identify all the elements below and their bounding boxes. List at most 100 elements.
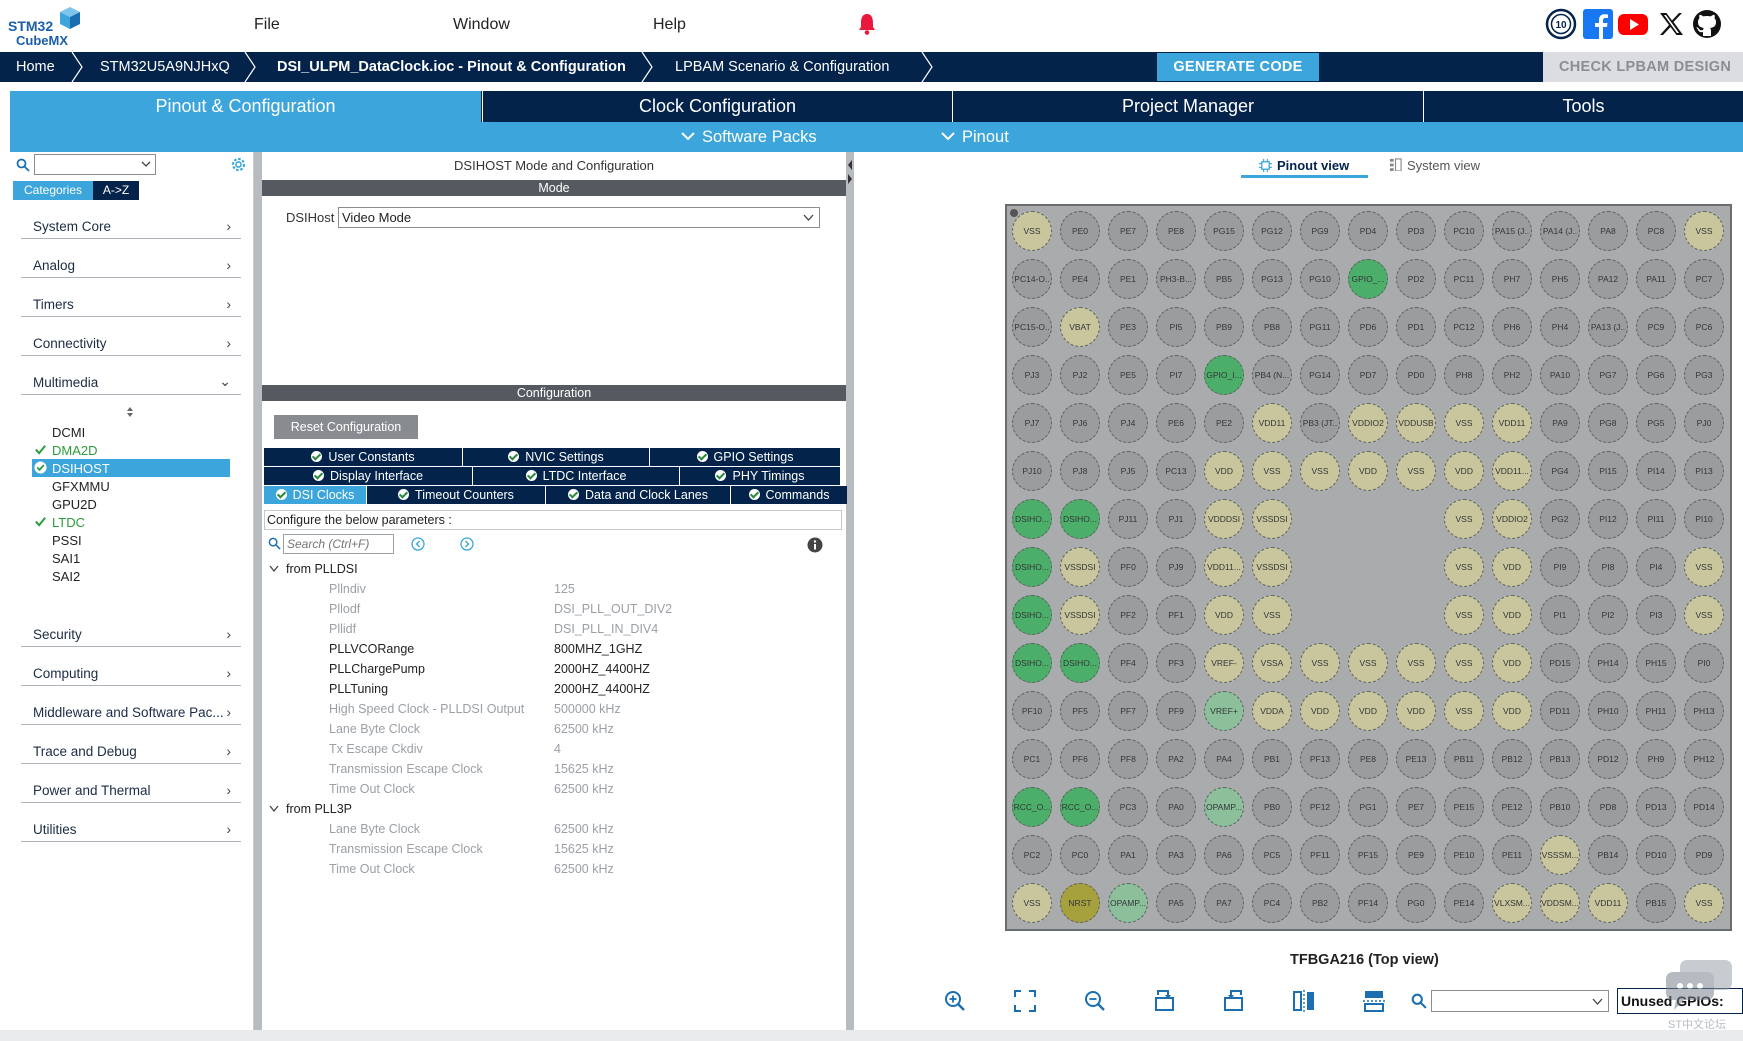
pin-ball[interactable]: PB11 <box>1444 739 1484 779</box>
pin-ball[interactable]: VDDUSB <box>1396 403 1436 443</box>
pin-ball[interactable]: PF14 <box>1348 883 1388 923</box>
pin-ball[interactable]: PH8 <box>1444 355 1484 395</box>
pin-ball[interactable]: PE1 <box>1108 259 1148 299</box>
pin-ball[interactable]: PC7 <box>1684 259 1724 299</box>
param-value[interactable]: 15625 kHz <box>554 842 614 856</box>
pin-ball[interactable]: PE0 <box>1060 211 1100 251</box>
info-icon[interactable] <box>807 537 823 553</box>
pin-ball[interactable]: PD15 <box>1540 643 1580 683</box>
pin-ball[interactable]: OPAMP... <box>1204 787 1244 827</box>
pin-ball[interactable]: PG12 <box>1252 211 1292 251</box>
pin-ball[interactable]: PD9 <box>1684 835 1724 875</box>
pin-ball[interactable]: PC2 <box>1012 835 1052 875</box>
sort-icon[interactable] <box>126 406 134 418</box>
menu-window[interactable]: Window <box>453 16 510 33</box>
param-value[interactable]: 125 <box>554 582 575 596</box>
pin-ball[interactable]: VDD11 <box>1492 403 1532 443</box>
x-twitter-icon[interactable] <box>1655 8 1687 40</box>
pin-ball[interactable]: PG0 <box>1396 883 1436 923</box>
pin-ball[interactable]: PA6 <box>1204 835 1244 875</box>
pin-ball[interactable]: PF11 <box>1300 835 1340 875</box>
pin-ball[interactable]: VSS <box>1444 403 1484 443</box>
multimedia-item-dma2d[interactable]: DMA2D <box>52 443 98 458</box>
chevron-down-icon[interactable] <box>269 565 279 573</box>
category-utilities[interactable]: Utilities › <box>21 812 241 842</box>
category-search-combo[interactable] <box>34 154 156 175</box>
breadcrumb-project[interactable]: DSI_ULPM_DataClock.ioc - Pinout & Config… <box>277 59 626 75</box>
pin-ball[interactable]: VLXSM... <box>1492 883 1532 923</box>
param-value[interactable]: 2000HZ_4400HZ <box>554 682 650 696</box>
pin-ball[interactable]: RCC_O... <box>1060 787 1100 827</box>
pin-ball[interactable]: PG9 <box>1300 211 1340 251</box>
pin-ball[interactable]: PG1 <box>1348 787 1388 827</box>
pin-ball[interactable]: PJ10 <box>1012 451 1052 491</box>
pin-ball[interactable]: PB9 <box>1204 307 1244 347</box>
pin-ball[interactable]: PD3 <box>1396 211 1436 251</box>
pin-ball[interactable]: VSS <box>1348 643 1388 683</box>
pin-ball[interactable]: PH4 <box>1540 307 1580 347</box>
pin-ball[interactable]: PF4 <box>1108 643 1148 683</box>
pin-ball[interactable]: VDD <box>1204 595 1244 635</box>
pin-ball[interactable]: VSS <box>1444 499 1484 539</box>
pin-ball[interactable]: VSS <box>1012 211 1052 251</box>
pin-ball[interactable]: PD13 <box>1636 787 1676 827</box>
category-power-thermal[interactable]: Power and Thermal › <box>21 773 241 803</box>
generate-code-button[interactable]: GENERATE CODE <box>1157 53 1319 81</box>
config-tab-ltdc-interface[interactable]: LTDC Interface <box>473 467 679 485</box>
multimedia-item-ltdc[interactable]: LTDC <box>52 515 85 530</box>
pin-ball[interactable]: PE4 <box>1060 259 1100 299</box>
rotate-left-icon[interactable] <box>1221 988 1247 1014</box>
config-tab-phy-timings[interactable]: PHY Timings <box>680 467 840 485</box>
pin-ball[interactable]: VDD <box>1492 691 1532 731</box>
pin-ball[interactable]: PH15 <box>1636 643 1676 683</box>
pin-ball[interactable]: PG10 <box>1300 259 1340 299</box>
pin-ball[interactable]: VDDSM... <box>1540 883 1580 923</box>
pin-ball[interactable]: PA1 <box>1108 835 1148 875</box>
pin-ball[interactable]: PG2 <box>1540 499 1580 539</box>
pin-ball[interactable]: VREF+ <box>1204 691 1244 731</box>
pin-ball[interactable]: PB3 (JT.. <box>1300 403 1340 443</box>
pin-ball[interactable]: PE14 <box>1444 883 1484 923</box>
pin-ball[interactable]: PA0 <box>1156 787 1196 827</box>
pin-ball[interactable]: VDD <box>1396 691 1436 731</box>
pin-ball[interactable]: PD11 <box>1540 691 1580 731</box>
pin-ball[interactable]: VSS <box>1444 595 1484 635</box>
pin-ball[interactable]: PC4 <box>1252 883 1292 923</box>
pin-ball[interactable]: VDD11... <box>1204 547 1244 587</box>
param-value[interactable]: DSI_PLL_OUT_DIV2 <box>554 602 673 616</box>
pin-ball[interactable]: PI2 <box>1588 595 1628 635</box>
pin-ball[interactable]: PF5 <box>1060 691 1100 731</box>
pin-ball[interactable]: PG11 <box>1300 307 1340 347</box>
pin-ball[interactable]: PB15 <box>1636 883 1676 923</box>
pin-ball[interactable]: VSS <box>1300 643 1340 683</box>
config-tab-timeout-counters[interactable]: Timeout Counters <box>367 486 545 504</box>
pin-ball[interactable]: PH7 <box>1492 259 1532 299</box>
config-tab-nvic-settings[interactable]: NVIC Settings <box>463 448 649 466</box>
pin-ball[interactable]: PE13 <box>1396 739 1436 779</box>
pin-ball[interactable]: VSS <box>1684 211 1724 251</box>
pin-ball[interactable]: PB4 (N... <box>1252 355 1292 395</box>
pin-ball[interactable]: PI3 <box>1636 595 1676 635</box>
parameter-search-input[interactable] <box>283 534 394 554</box>
category-multimedia[interactable]: Multimedia ⌄ <box>21 365 241 395</box>
multimedia-item-pssi[interactable]: PSSI <box>52 533 82 548</box>
pin-ball[interactable]: PB10 <box>1540 787 1580 827</box>
zoom-in-icon[interactable] <box>942 988 968 1014</box>
pin-ball[interactable]: PC15-O.. <box>1012 307 1052 347</box>
pin-ball[interactable]: VSS <box>1012 883 1052 923</box>
pin-ball[interactable]: PA8 <box>1588 211 1628 251</box>
pin-ball[interactable]: DSIHO... <box>1012 643 1052 683</box>
config-tab-user-constants[interactable]: User Constants <box>264 448 462 466</box>
config-tab-display-interface[interactable]: Display Interface <box>264 467 472 485</box>
pin-ball[interactable]: PC6 <box>1684 307 1724 347</box>
multimedia-selected-row[interactable] <box>32 459 230 477</box>
pin-ball[interactable]: PD10 <box>1636 835 1676 875</box>
pin-ball[interactable]: VDD <box>1492 643 1532 683</box>
param-value[interactable]: 4 <box>554 742 561 756</box>
pin-ball[interactable]: PF0 <box>1108 547 1148 587</box>
pin-ball[interactable]: PJ0 <box>1684 403 1724 443</box>
pin-ball[interactable]: PD1 <box>1396 307 1436 347</box>
config-tab-gpio-settings[interactable]: GPIO Settings <box>650 448 840 466</box>
category-security[interactable]: Security › <box>21 617 241 647</box>
pin-ball[interactable]: PA3 <box>1156 835 1196 875</box>
